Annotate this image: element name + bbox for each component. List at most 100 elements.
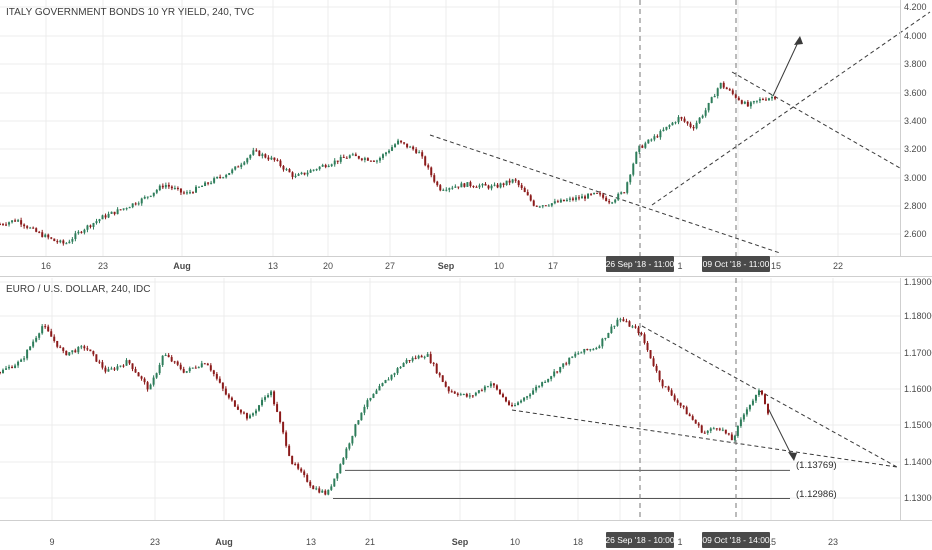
candle-body [565, 199, 568, 202]
candle-body [68, 352, 71, 356]
candle-body [32, 341, 35, 347]
candle-body [345, 157, 348, 159]
candle-body [26, 226, 29, 228]
candle-body [683, 118, 686, 122]
candle-body [17, 220, 20, 222]
candle-body [198, 186, 201, 188]
bottom-chart-title: EURO / U.S. DOLLAR, 240, IDC [6, 284, 151, 295]
x-tick-label: 15 [771, 261, 781, 271]
candle-body [730, 434, 733, 441]
candle-body [568, 357, 571, 364]
candle-body [239, 409, 242, 413]
candle-body [626, 182, 629, 193]
candle-body [611, 202, 614, 204]
time-markers[interactable]: 26 Sep '18 - 11:00 26 Sep '18 - 10:00 09 O… [605, 0, 770, 548]
candle-body [246, 158, 249, 163]
candle-body [760, 390, 763, 395]
candle-body [267, 157, 270, 160]
candle-body [514, 405, 517, 407]
candle-body [472, 186, 475, 188]
candle-body [662, 129, 665, 132]
trendline-top-ascending[interactable] [651, 11, 931, 206]
candle-body [0, 372, 1, 374]
candle-body [378, 386, 381, 391]
candle-body [649, 350, 652, 359]
candle-body [691, 416, 694, 420]
candle-body [456, 393, 459, 396]
candle-body [104, 215, 107, 218]
candle-body [233, 400, 236, 407]
candle-body [436, 181, 439, 186]
candle-body [634, 326, 637, 328]
candle-body [399, 366, 402, 369]
candle-body [604, 337, 607, 339]
candle-body [504, 397, 507, 402]
candle-body [574, 197, 577, 200]
candle-body [562, 199, 565, 202]
candle-body [430, 167, 433, 176]
candle-body [384, 380, 387, 384]
candle-body [523, 397, 526, 401]
candle-body [230, 397, 233, 401]
candle-body [5, 368, 8, 370]
candle-body [92, 223, 95, 227]
x-tick-label: 9 [49, 537, 54, 547]
candle-body [182, 192, 185, 194]
candle-body [327, 165, 330, 168]
candle-body [402, 363, 405, 367]
candle-body [77, 347, 80, 353]
candle-body [306, 474, 309, 482]
candle-body [420, 355, 423, 358]
y-tick-label: 1.16000 [904, 384, 932, 394]
candle-body [390, 374, 393, 380]
candle-body [637, 327, 640, 334]
candle-body [688, 414, 691, 417]
candle-body [763, 394, 766, 404]
candle-body [143, 197, 146, 199]
trendline-top-descending[interactable] [429, 134, 781, 254]
candle-body [577, 197, 580, 199]
candle-body [556, 201, 559, 203]
candle-body [535, 205, 538, 207]
candle-body [23, 358, 26, 360]
trendline-bottom-lower[interactable] [511, 409, 898, 468]
candle-body [249, 154, 252, 159]
candle-body [95, 221, 98, 224]
candle-body [354, 424, 357, 436]
y-tick-label: 2.800 [904, 201, 927, 211]
candle-body [740, 100, 743, 104]
candle-body [457, 186, 460, 188]
candle-body [270, 391, 273, 396]
candle-body [538, 206, 541, 208]
candle-body [315, 488, 318, 490]
candle-body [360, 158, 363, 160]
top-chart-title: ITALY GOVERNMENT BONDS 10 YR YIELD, 240,… [6, 7, 254, 18]
candle-body [26, 350, 29, 359]
candle-body [140, 198, 143, 204]
trendline-top-descending-2[interactable] [731, 71, 901, 169]
y-tick-label: 3.600 [904, 88, 927, 98]
candle-body [113, 211, 116, 215]
candle-body [487, 185, 490, 189]
candle-body [751, 400, 754, 405]
candle-body [571, 356, 574, 358]
candle-body [770, 96, 773, 99]
candle-body [574, 353, 577, 357]
x-tick-label: Aug [215, 537, 233, 547]
candle-body [562, 363, 565, 367]
candle-body [306, 172, 309, 175]
x-tick-label: Sep [438, 261, 455, 271]
candle-body [309, 170, 312, 173]
candle-body [65, 243, 68, 245]
candle-body [550, 203, 553, 206]
candle-body [629, 174, 632, 183]
candle-body [351, 154, 354, 156]
candle-body [11, 366, 14, 369]
candle-body [686, 121, 689, 124]
candle-body [0, 224, 1, 226]
candle-body [366, 158, 369, 161]
candle-body [273, 157, 276, 160]
candle-body [463, 183, 466, 187]
candle-body [125, 208, 128, 210]
